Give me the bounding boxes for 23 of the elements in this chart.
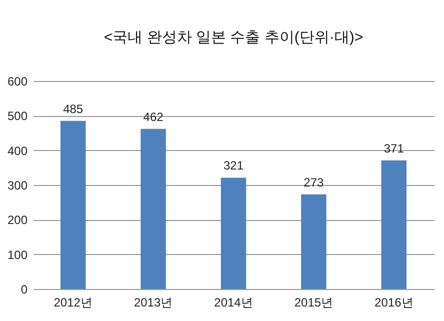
data-label: 371: [384, 141, 404, 156]
data-label: 462: [143, 110, 164, 124]
y-tick-label: 0: [20, 282, 28, 296]
data-label: 273: [304, 175, 324, 190]
data-label: 321: [223, 158, 244, 173]
y-tick-label: 500: [7, 109, 28, 124]
bar: [301, 194, 326, 289]
chart-title: <국내 완성차 일본 수출 추이(단위·대)>: [104, 29, 364, 46]
y-tick-label: 200: [7, 213, 28, 228]
y-tick-label: 300: [7, 178, 28, 192]
x-tick-label: 2015년: [294, 296, 334, 310]
y-tick-label: 100: [7, 248, 28, 262]
bar: [381, 160, 407, 289]
x-tick-label: 2016년: [374, 296, 414, 310]
bar: [60, 120, 86, 289]
y-tick-label: 600: [7, 74, 28, 88]
bar: [140, 128, 166, 289]
x-tick-label: 2013년: [134, 296, 173, 310]
y-tick-label: 400: [7, 144, 28, 158]
x-tick-label: 2014년: [214, 296, 253, 310]
x-tick-label: 2012년: [54, 296, 92, 310]
bar: [220, 178, 246, 289]
data-label: 485: [63, 102, 84, 116]
